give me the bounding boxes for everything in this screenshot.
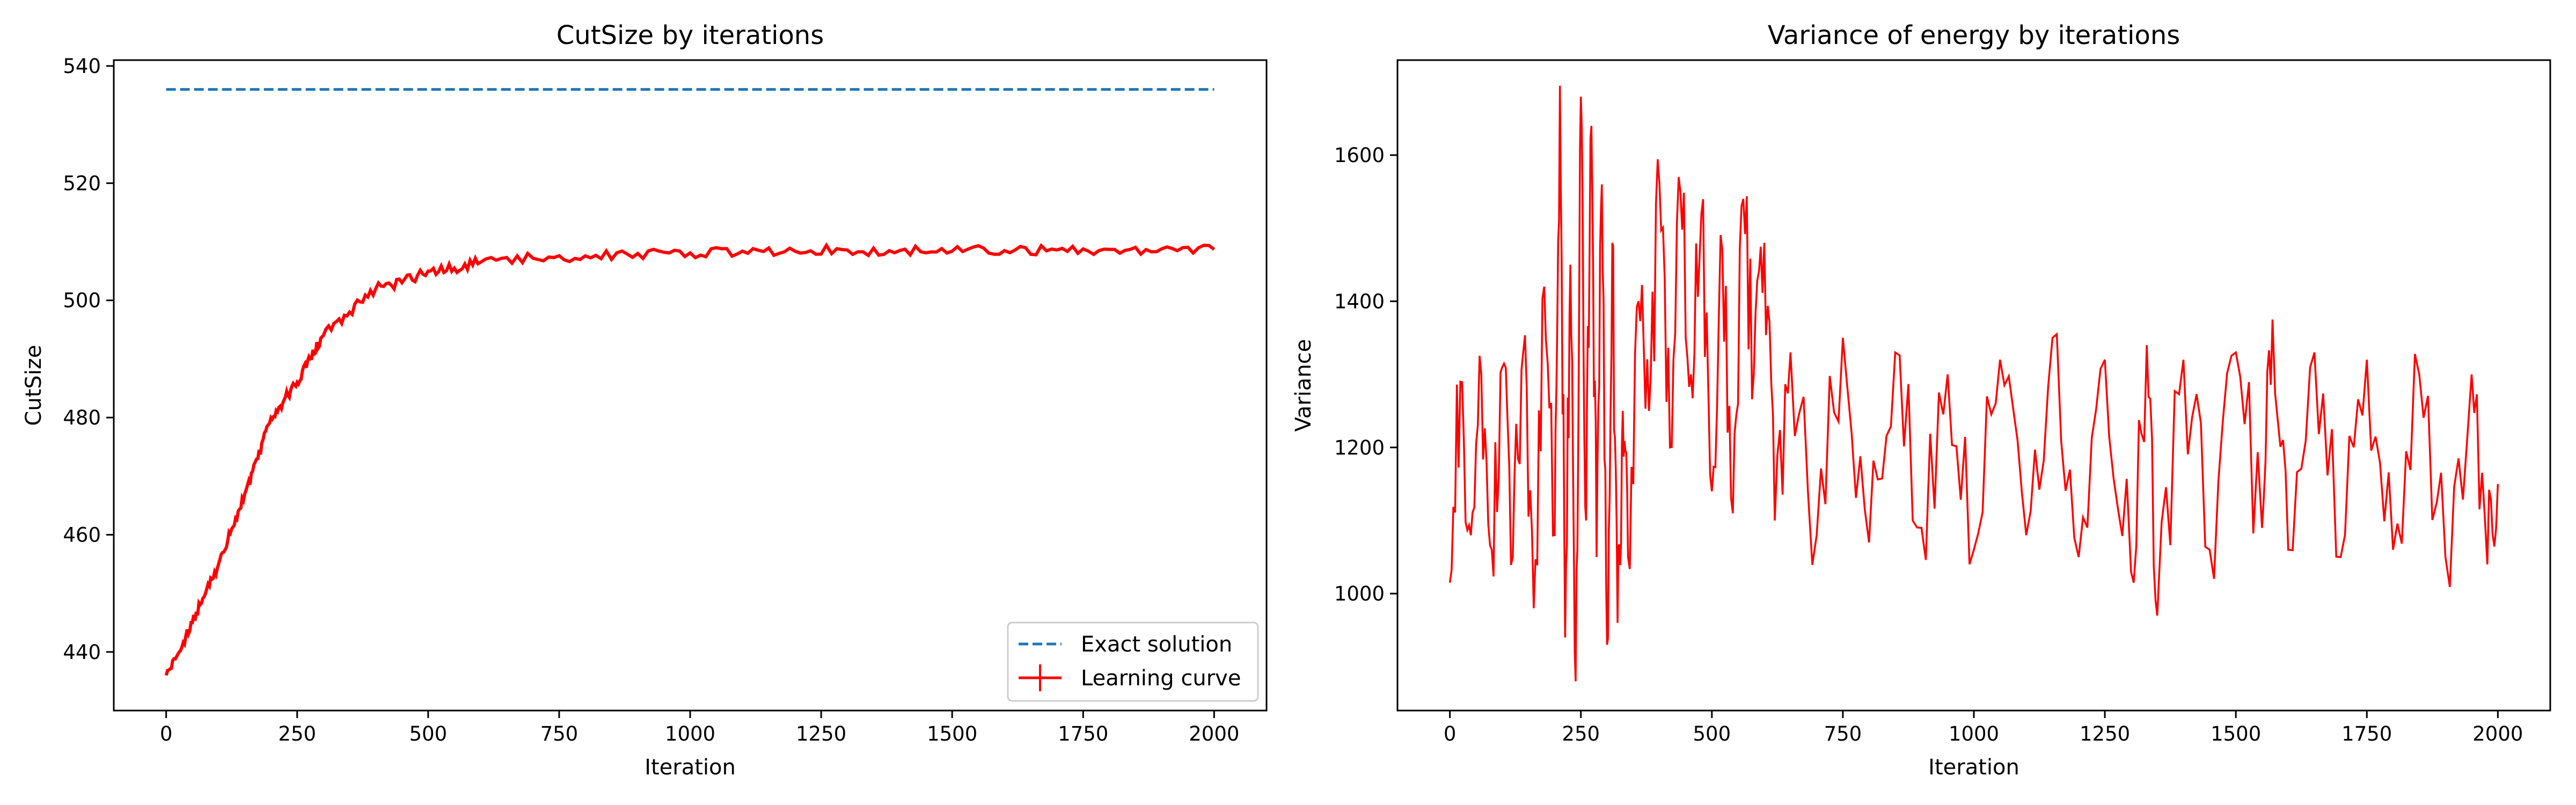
x-tick-label: 0 <box>160 722 173 745</box>
x-axis-label: Iteration <box>1928 755 2019 780</box>
x-tick-label: 250 <box>1562 722 1600 745</box>
y-tick-label: 1600 <box>1334 144 1385 167</box>
plot-area-variance <box>1448 85 2499 682</box>
plot-area-cutsize <box>164 88 1216 676</box>
x-tick-label: 500 <box>409 722 448 745</box>
x-tick-label: 1500 <box>2211 722 2261 745</box>
y-tick-label: 1000 <box>1334 582 1385 605</box>
x-tick-label: 1500 <box>927 722 977 745</box>
x-tick-label: 1250 <box>796 722 846 745</box>
x-tick-label: 1000 <box>665 722 715 745</box>
y-tick-label: 1200 <box>1334 436 1385 459</box>
legend: Exact solution Learning curve <box>1007 621 1259 702</box>
x-tick-label: 0 <box>1444 722 1457 745</box>
y-ticks: 440 460 480 500 520 540 <box>63 55 114 664</box>
y-tick-label: 460 <box>63 523 101 546</box>
y-axis-label: CutSize <box>21 345 46 426</box>
y-tick-label: 480 <box>63 406 101 429</box>
y-tick-label: 520 <box>63 172 101 195</box>
x-tick-label: 500 <box>1693 722 1731 745</box>
x-axis-label: Iteration <box>645 755 736 780</box>
x-ticks: 0 250 500 750 1000 1250 1500 1750 2000 <box>160 711 1239 745</box>
chart-title: CutSize by iterations <box>557 20 824 50</box>
x-ticks: 0 250 500 750 1000 1250 1500 1750 2000 <box>1444 711 2523 745</box>
y-axis-label: Variance <box>1291 339 1316 432</box>
chart-variance: Variance of energy by iterations Iterati… <box>1291 20 2551 780</box>
x-tick-label: 1250 <box>2080 722 2130 745</box>
y-tick-label: 540 <box>63 55 101 78</box>
y-ticks: 1000 1200 1400 1600 <box>1334 144 1397 605</box>
x-tick-label: 1000 <box>1949 722 1999 745</box>
x-tick-label: 750 <box>1824 722 1862 745</box>
x-tick-label: 1750 <box>1058 722 1108 745</box>
chart-title: Variance of energy by iterations <box>1768 20 2180 50</box>
x-tick-label: 750 <box>540 722 579 745</box>
legend-label-exact: Exact solution <box>1081 632 1232 657</box>
y-tick-label: 1400 <box>1334 290 1385 313</box>
x-tick-label: 1750 <box>2341 722 2392 745</box>
x-tick-label: 250 <box>278 722 316 745</box>
chart-cutsize: CutSize by iterations Iteration CutSize … <box>21 20 1268 780</box>
y-tick-label: 500 <box>63 289 101 312</box>
legend-label-learning: Learning curve <box>1081 666 1241 691</box>
legend-box <box>1007 621 1259 702</box>
x-tick-label: 2000 <box>1189 722 1239 745</box>
x-tick-label: 2000 <box>2472 722 2523 745</box>
y-tick-label: 440 <box>63 641 101 664</box>
series-line-variance <box>1448 85 2499 682</box>
